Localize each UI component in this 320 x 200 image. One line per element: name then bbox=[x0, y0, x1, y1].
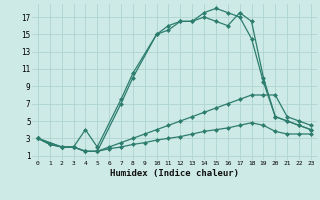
X-axis label: Humidex (Indice chaleur): Humidex (Indice chaleur) bbox=[110, 169, 239, 178]
